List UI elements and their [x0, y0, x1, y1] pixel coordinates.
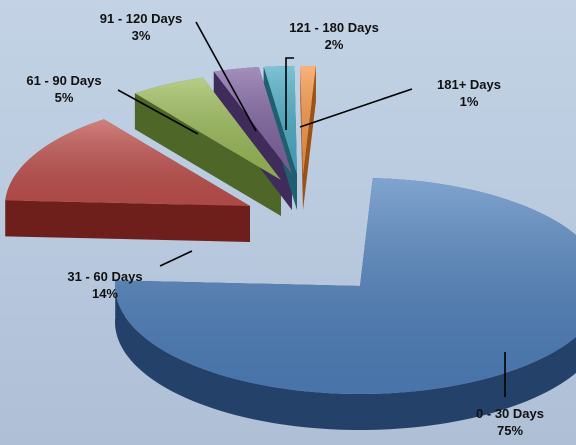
slice-label-91-120-days: 91 - 120 Days 3% — [99, 11, 183, 43]
pie-slice-61-90-days — [134, 77, 281, 180]
pie-slice-0-30-days — [115, 178, 576, 394]
pie-slice-31-60-days — [5, 119, 250, 206]
slice-label-61-90-days: 61 - 90 Days 5% — [26, 73, 102, 105]
slice-label-0-30-days: 0 - 30 Days 75% — [476, 406, 544, 438]
leader-line-31-60-days — [159, 250, 193, 267]
slice-label-121-180-days: 121 - 180 Days 2% — [289, 20, 379, 52]
pie-slice-121-180-days — [263, 66, 297, 174]
leader-line-121-180-days — [285, 57, 294, 130]
leader-line-61-90-days — [117, 89, 199, 135]
slice-label-181-plus-days: 181+ Days 1% — [437, 77, 501, 109]
leader-line-181-plus-days — [299, 88, 413, 128]
slice-label-31-60-days: 31 - 60 Days 14% — [67, 269, 143, 301]
leader-line-91-120-days — [195, 21, 257, 132]
pie-slice-91-120-days — [213, 66, 292, 174]
pie-slice-181-plus-days — [300, 66, 316, 174]
